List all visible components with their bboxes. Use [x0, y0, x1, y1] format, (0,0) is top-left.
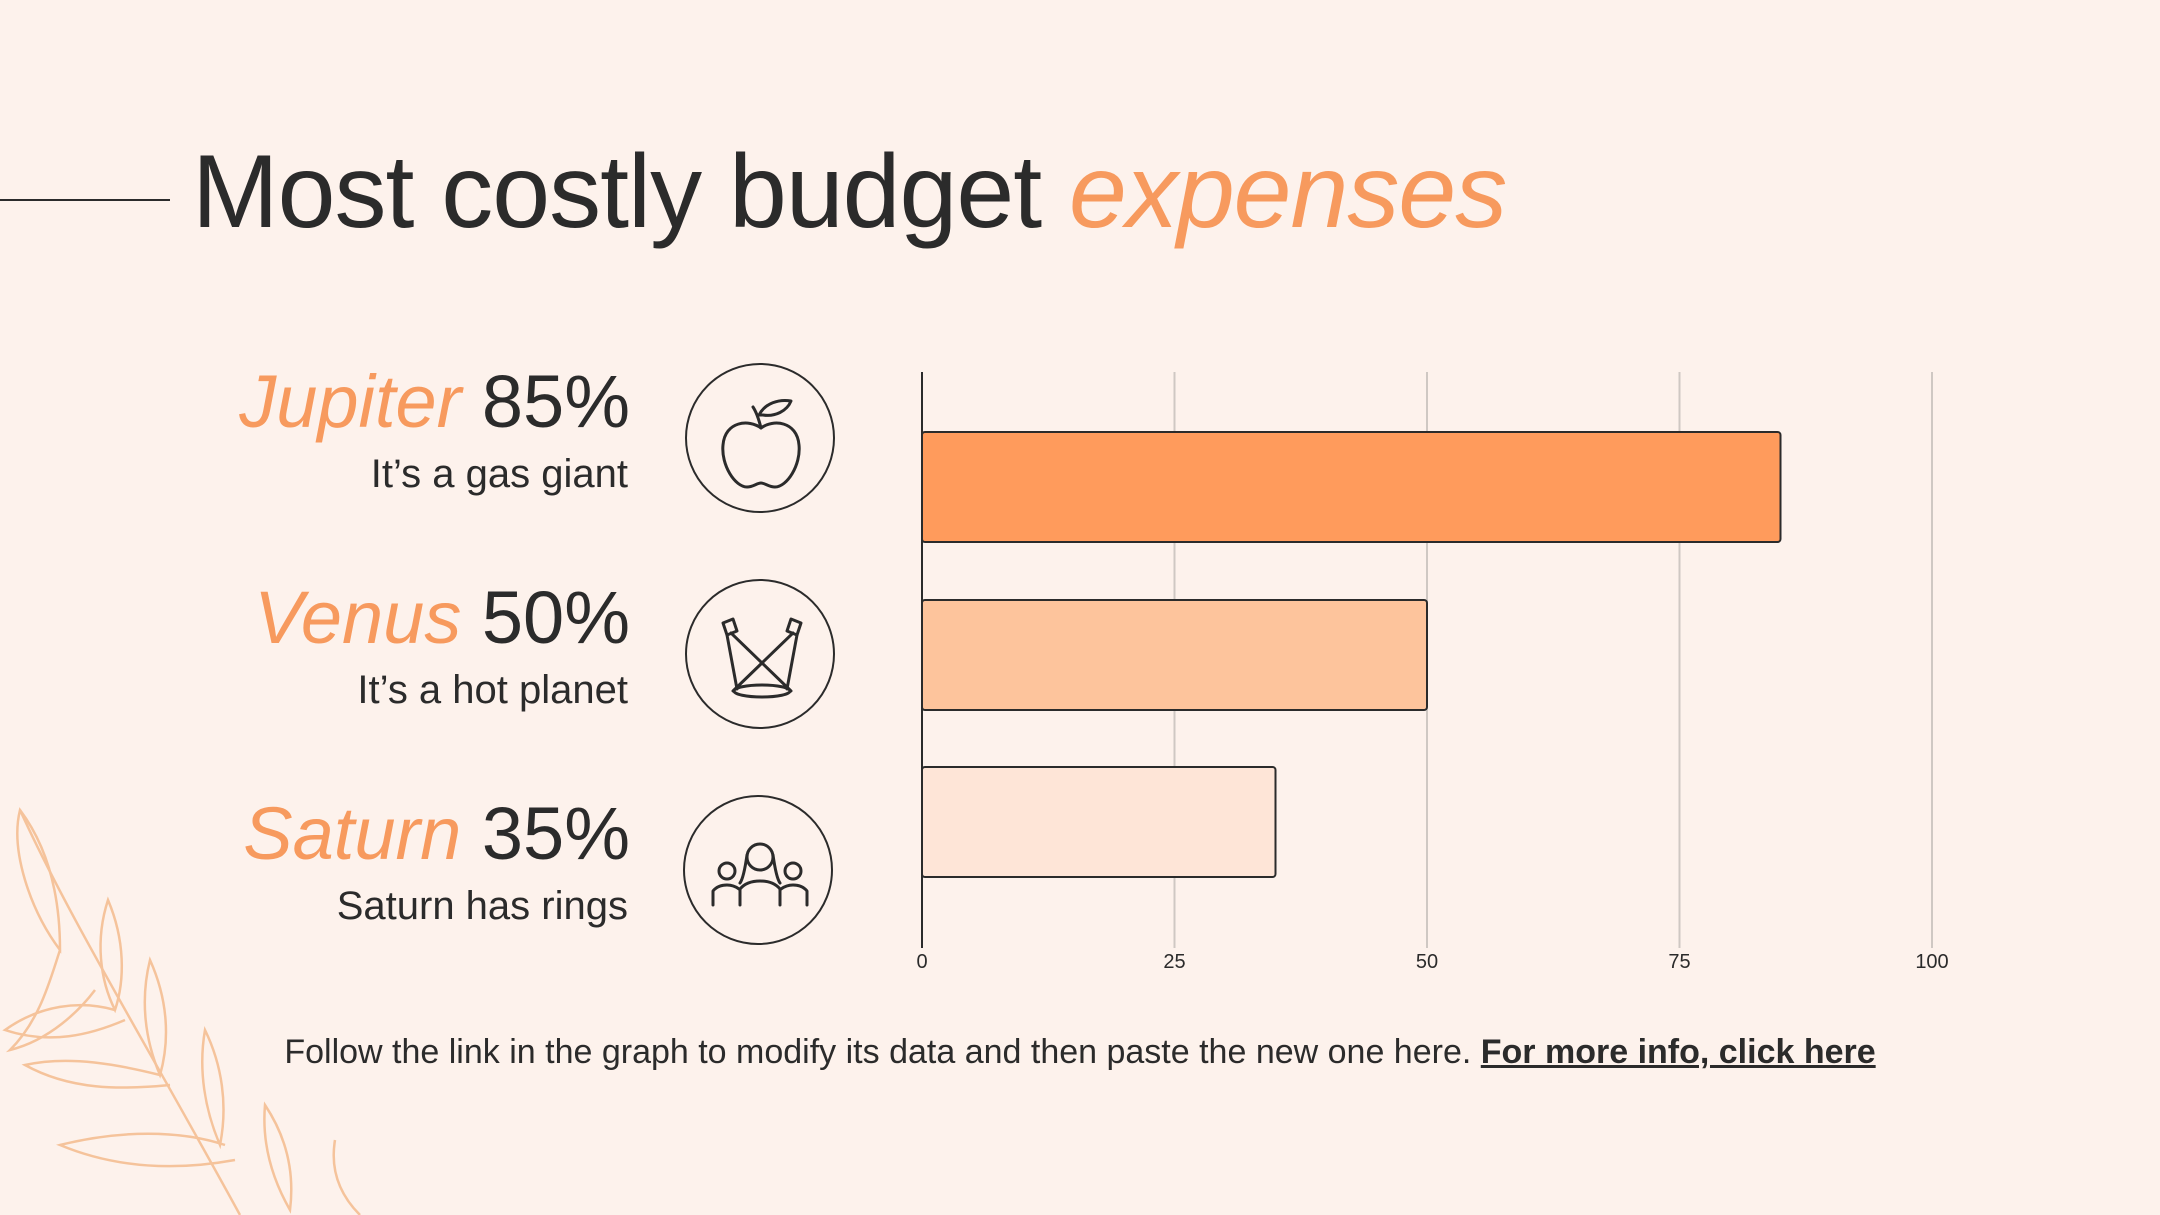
expense-percent: 85% — [481, 360, 630, 443]
x-tick-label: 25 — [1163, 951, 1185, 973]
title-rule — [0, 199, 170, 201]
bar-jupiter — [921, 431, 1782, 543]
expense-row-venus: Venus 50% It’s a hot planet — [0, 578, 630, 728]
people-group-icon — [683, 795, 833, 945]
expense-row-saturn: Saturn 35% Saturn has rings — [0, 794, 630, 944]
apple-icon — [685, 363, 835, 513]
bar-saturn — [921, 766, 1277, 878]
expense-description: It’s a gas giant — [370, 452, 628, 496]
title-accent: expenses — [1069, 134, 1507, 250]
expense-name: Jupiter — [239, 360, 462, 443]
x-tick-label: 0 — [916, 951, 927, 973]
x-tick-label: 50 — [1416, 951, 1438, 973]
expense-description: It’s a hot planet — [357, 668, 628, 712]
x-tick-label: 75 — [1668, 951, 1690, 973]
expense-heading: Venus 50% — [254, 578, 630, 658]
page-title: Most costly budget expenses — [192, 132, 1507, 252]
expense-name: Venus — [254, 576, 462, 659]
x-tick-label: 100 — [1915, 951, 1948, 973]
expense-percent: 50% — [481, 576, 630, 659]
footer-text: Follow the link in the graph to modify i… — [284, 1033, 1472, 1071]
expense-heading: Jupiter 85% — [239, 362, 630, 442]
expenses-bar-chart: 0 25 50 75 100 — [916, 372, 1949, 973]
spotlights-icon — [685, 579, 835, 729]
expense-description: Saturn has rings — [336, 884, 628, 928]
expense-percent: 35% — [481, 792, 630, 875]
more-info-link[interactable]: For more info, click here — [1480, 1033, 1876, 1071]
leaf-branch-decoration — [2, 807, 361, 1215]
title-main: Most costly budget — [192, 134, 1042, 250]
bar-venus — [921, 599, 1428, 711]
footer-note: Follow the link in the graph to modify i… — [270, 1030, 1890, 1074]
expense-heading: Saturn 35% — [243, 794, 630, 874]
expense-row-jupiter: Jupiter 85% It’s a gas giant — [0, 362, 630, 512]
expense-name: Saturn — [243, 792, 462, 875]
